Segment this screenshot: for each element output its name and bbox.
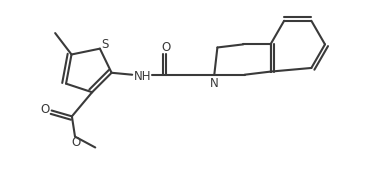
Text: N: N	[210, 77, 219, 90]
Text: O: O	[161, 41, 171, 54]
Text: S: S	[101, 38, 109, 51]
Text: O: O	[40, 103, 50, 116]
Text: O: O	[71, 136, 81, 149]
Text: NH: NH	[134, 70, 151, 83]
